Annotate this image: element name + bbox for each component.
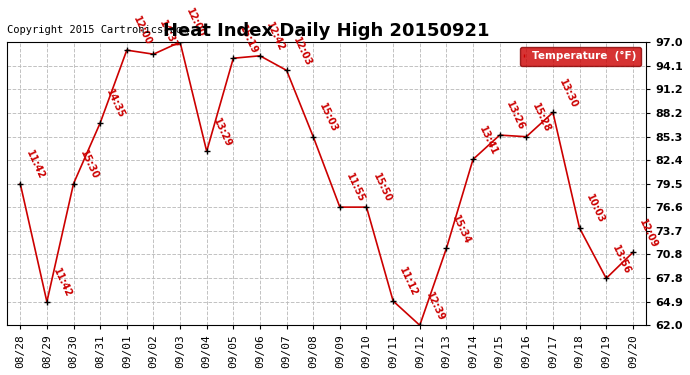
Text: 10:03: 10:03	[584, 193, 606, 225]
Legend: Temperature  (°F): Temperature (°F)	[520, 47, 641, 66]
Text: 15:50: 15:50	[371, 172, 393, 204]
Text: 11:12: 11:12	[397, 266, 420, 298]
Text: 12:09: 12:09	[637, 217, 659, 250]
Text: 15:28: 15:28	[531, 102, 553, 134]
Text: 11:42: 11:42	[24, 148, 47, 181]
Text: 12:00: 12:00	[184, 7, 206, 39]
Text: 13:26: 13:26	[504, 100, 526, 132]
Text: 11:42: 11:42	[51, 267, 73, 299]
Text: 15:19: 15:19	[237, 23, 259, 56]
Text: 13:41: 13:41	[477, 124, 500, 157]
Text: 12:03: 12:03	[290, 35, 313, 68]
Text: 14:37: 14:37	[157, 19, 180, 51]
Text: 13:29: 13:29	[211, 116, 233, 148]
Title: Heat Index Daily High 20150921: Heat Index Daily High 20150921	[164, 22, 490, 40]
Text: 12:00: 12:00	[131, 15, 153, 47]
Text: 12:39: 12:39	[424, 290, 446, 322]
Text: 11:55: 11:55	[344, 172, 366, 204]
Text: 15:30: 15:30	[78, 148, 100, 181]
Text: 13:56: 13:56	[611, 243, 633, 276]
Text: 13:30: 13:30	[557, 77, 580, 110]
Text: 15:03: 15:03	[317, 102, 339, 134]
Text: 14:35: 14:35	[104, 88, 126, 120]
Text: 12:42: 12:42	[264, 21, 286, 53]
Text: 15:34: 15:34	[451, 213, 473, 246]
Text: Copyright 2015 Cartronics.com: Copyright 2015 Cartronics.com	[7, 25, 188, 35]
